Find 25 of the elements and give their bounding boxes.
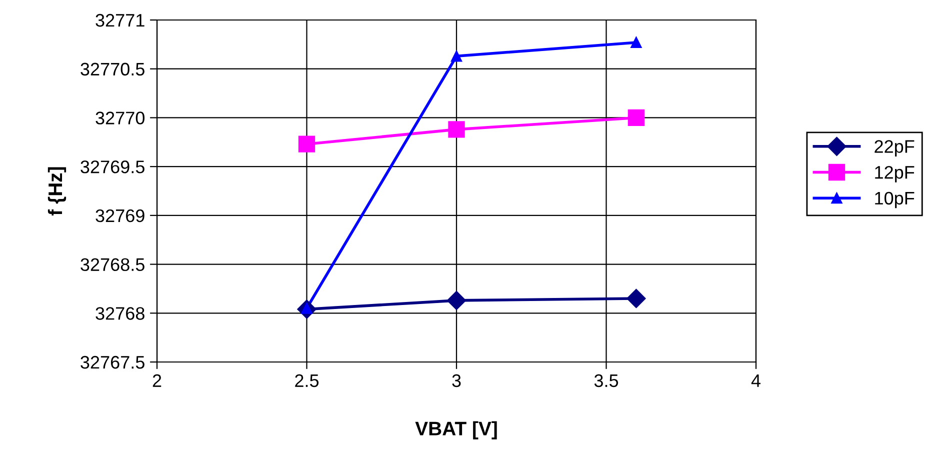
point: [626, 288, 646, 308]
x-tick-label: 4: [751, 374, 760, 387]
point: [628, 109, 645, 126]
y-tick-label: 32768: [96, 307, 144, 320]
x-axis-title: VBAT [V]: [415, 421, 497, 440]
y-tick-label: 32770.5: [80, 62, 144, 76]
y-tick-label: 32768.5: [80, 258, 144, 272]
point: [448, 121, 465, 138]
x-tick-label: 3.5: [594, 374, 618, 388]
y-tick-label: 32767.5: [80, 356, 144, 369]
x-tick-label: 3: [452, 374, 461, 388]
point: [450, 50, 462, 62]
y-axis-title: f {Hz]: [48, 167, 66, 216]
y-tick-label: 32769.5: [80, 160, 144, 174]
legend-label: 12pF: [875, 166, 914, 182]
y-tick-label: 32770: [96, 112, 144, 124]
legend-label: 10pF: [875, 192, 914, 208]
x-tick-label: 2: [152, 374, 162, 387]
point: [446, 290, 466, 310]
legend-label: 22pF: [874, 140, 914, 156]
x-tick-label: 2.5: [295, 374, 319, 388]
point: [630, 36, 642, 48]
point: [298, 136, 316, 152]
y-tick-label: 32769: [96, 209, 144, 222]
y-tick-label: 32771: [96, 14, 144, 27]
